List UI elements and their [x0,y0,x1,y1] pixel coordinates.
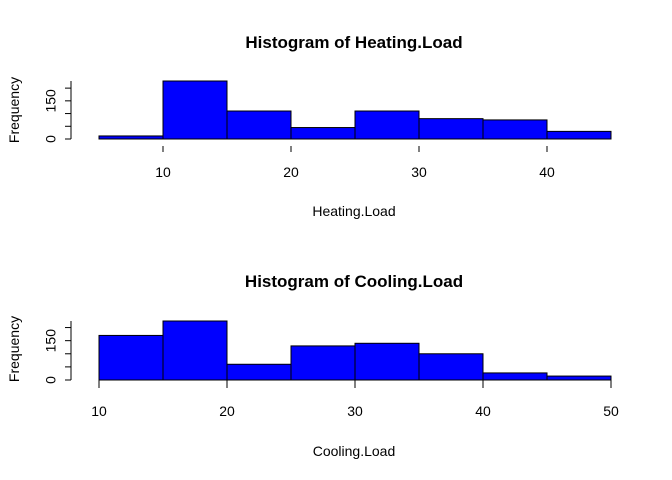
x-axis: 10 20 30 40 50 [91,379,619,419]
cooling-load-histogram: Histogram of Cooling.Load Cooling.Load F… [6,272,619,459]
chart-title: Histogram of Cooling.Load [245,272,463,291]
x-axis: 10 20 30 40 [155,146,555,180]
histogram-bar [226,363,292,381]
y-tick-label: 0 [43,135,59,143]
x-tick-label: 20 [219,403,235,419]
histogram-bar [162,320,228,381]
x-axis-label: Heating.Load [312,203,395,219]
chart-title: Histogram of Heating.Load [245,33,462,52]
histogram-bar [290,345,356,381]
histogram-bar [226,110,292,140]
histogram-bar [354,342,420,381]
y-tick-label: 150 [43,89,59,113]
y-tick-label: 0 [43,376,59,384]
x-tick-label: 20 [283,164,299,180]
y-axis-label: Frequency [6,316,22,382]
x-axis-label: Cooling.Load [313,443,396,459]
histogram-bar [162,80,228,140]
y-axis: 0 150 [43,321,72,384]
histogram-bar [98,135,164,140]
histogram-bar [418,353,484,381]
x-tick-label: 50 [603,403,619,419]
histogram-bar [98,334,164,381]
histogram-bar [354,110,420,140]
x-tick-label: 30 [347,403,363,419]
bars [98,320,612,381]
heating-load-histogram: Histogram of Heating.Load Heating.Load F… [6,33,612,219]
y-axis-label: Frequency [6,77,22,143]
histogram-bar [546,130,612,140]
histogram-bar [418,118,484,140]
histogram-bar [482,119,548,140]
histogram-bar [290,127,356,140]
x-tick-label: 40 [475,403,491,419]
histogram-bar [546,375,612,381]
bars [98,80,612,140]
x-tick-label: 40 [539,164,555,180]
y-tick-label: 150 [43,329,59,353]
y-axis: 0 150 [43,81,72,143]
x-tick-label: 10 [91,403,107,419]
histogram-bar [482,372,548,381]
x-tick-label: 10 [155,164,171,180]
x-tick-label: 30 [411,164,427,180]
